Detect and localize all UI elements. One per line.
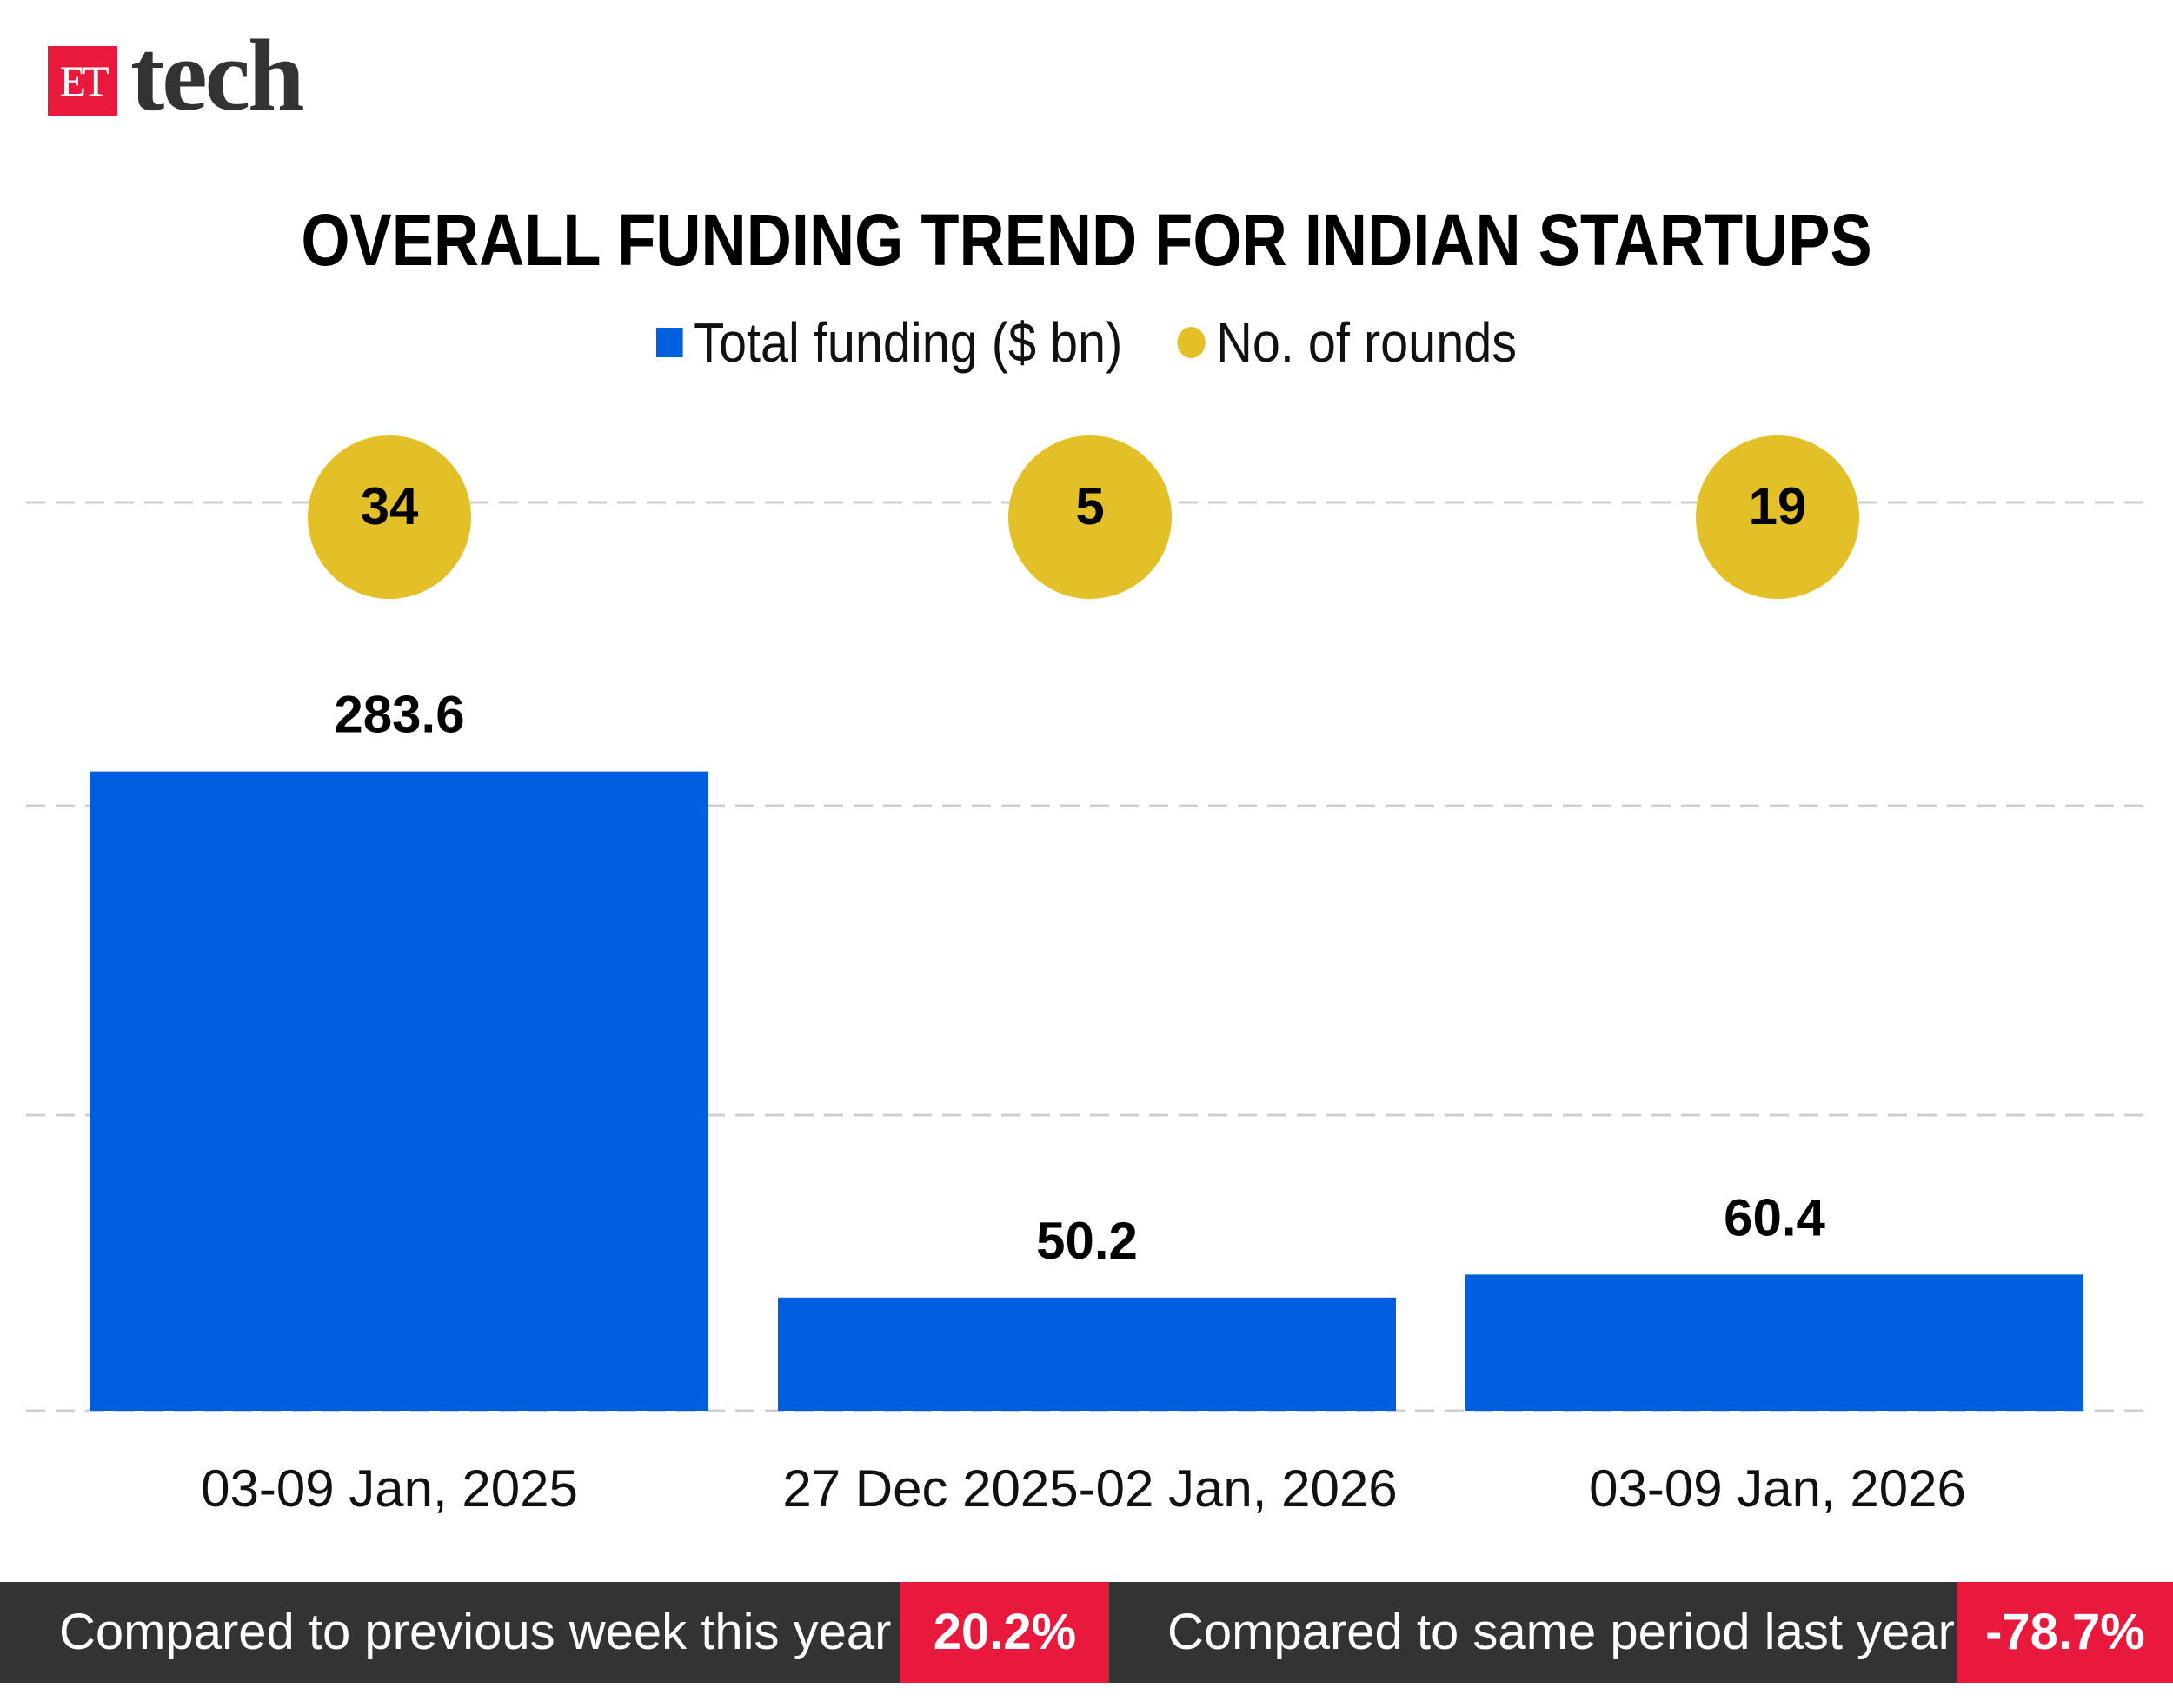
rounds-value-label: 19 [1749,477,1807,535]
legend-label-funding: Total funding ($ bn) [694,311,1123,375]
logo-badge: ET [48,46,117,116]
chart-area: 283.6 34 03-09 Jan, 2025 50.2 5 27 Dec 2025-0… [26,435,2147,1518]
funding-value-label: 283.6 [334,686,464,744]
footer-bar: Compared to previous week this year 20.2… [0,1582,2173,1683]
legend: Total funding ($ bn) No. of rounds [109,306,2064,375]
rounds-circle [1696,435,1859,599]
x-tick-label: 03-09 Jan, 2026 [1589,1459,1966,1518]
rounds-circle [308,435,471,599]
footer-label-year: Compared to same period last year [1167,1604,1955,1660]
legend-label-rounds: No. of rounds [1216,311,1518,375]
rounds-circle [1008,435,1172,599]
funding-value-label: 50.2 [1036,1212,1138,1270]
x-tick-label: 27 Dec 2025-02 Jan, 2026 [782,1459,1397,1518]
legend-swatch-rounds [1177,327,1206,359]
funding-bar [778,1297,1396,1411]
footer-value-week: 20.2% [900,1582,1109,1683]
logo-text: tech [130,18,305,132]
funding-value-label: 60.4 [1724,1188,1825,1246]
chart-title: OVERALL FUNDING TREND FOR INDIAN STARTUP… [301,199,1872,281]
legend-swatch-funding [655,328,683,358]
funding-bar [1465,1274,2083,1411]
footer-label-week: Compared to previous week this year [59,1604,892,1660]
x-tick-label: 03-09 Jan, 2025 [201,1459,578,1518]
funding-bar [90,771,708,1411]
footer-value-year: -78.7% [1957,1582,2173,1683]
rounds-value-label: 5 [1075,477,1104,535]
rounds-value-label: 34 [361,477,419,535]
